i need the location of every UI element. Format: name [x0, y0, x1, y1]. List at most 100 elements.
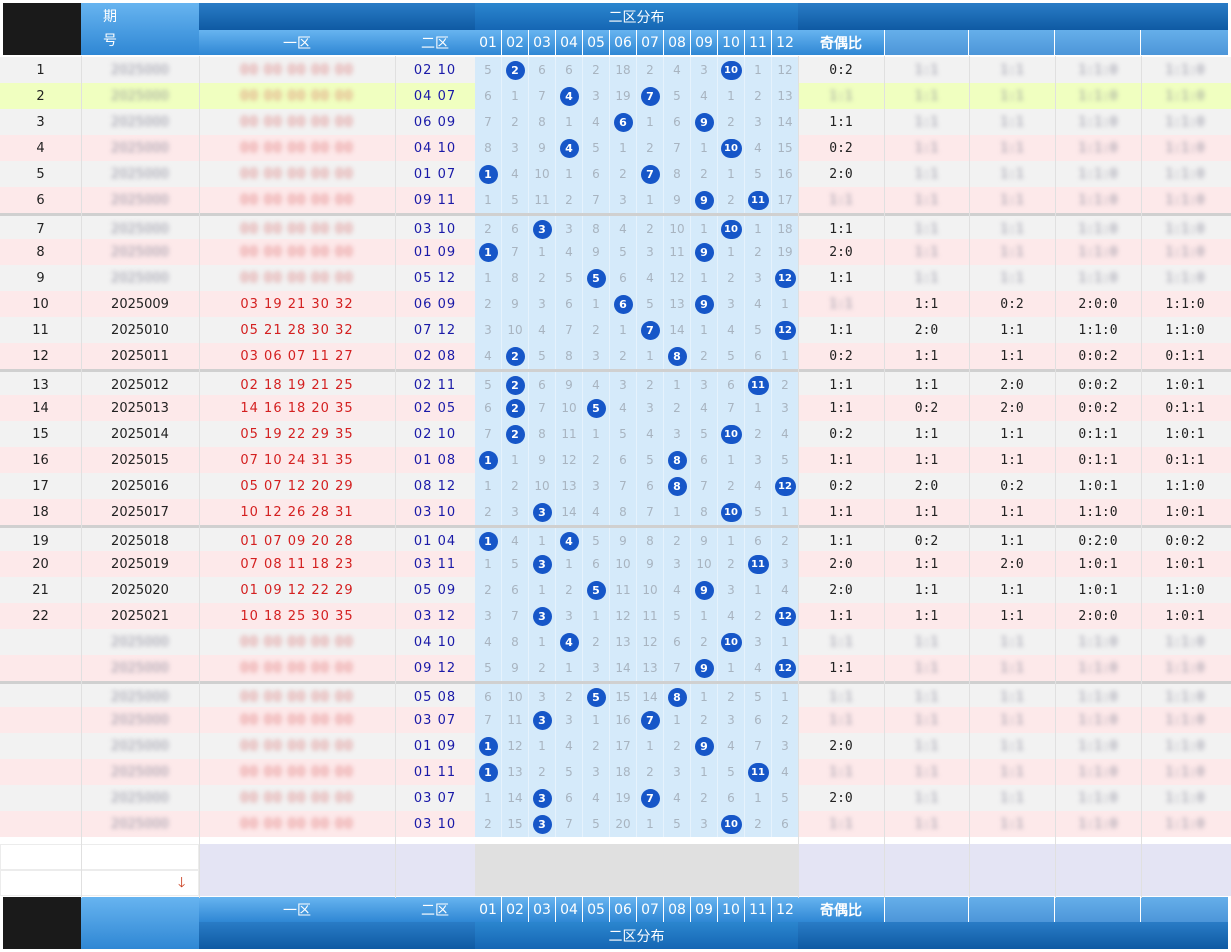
table-row[interactable]: 7 2025000 00 00 00 00 00 03 10 2 6 3 3 8 4 2 10 1 10 1… — [0, 213, 1231, 242]
table-row[interactable]: 6 2025000 00 00 00 00 00 09 11 1 5 11 2 7 3 1 9 9 2 11… — [0, 187, 1231, 213]
distribution-cell: 2 — [475, 577, 502, 603]
distribution-cell: 3 — [745, 629, 772, 655]
distribution-cell: 14 — [772, 109, 799, 135]
table-row[interactable]: 20 2025019 07 08 11 18 23 03 11 1 5 3 1 6 10 9 3 10 2… — [0, 551, 1231, 577]
table-row[interactable]: 2025000 00 00 00 00 00 03 07 1 14 3 6 4 19 7 4 2 6 1 5… — [0, 785, 1231, 811]
table-row[interactable]: 1 2025000 00 00 00 00 00 02 10 5 2 6 6 2 18 2 4 3 10 1… — [0, 57, 1231, 83]
table-row[interactable]: 2025000 00 00 00 00 00 04 10 4 8 1 4 2 13 12 6 2 10 3… — [0, 629, 1231, 655]
hit-ball: 2 — [505, 398, 525, 418]
blank-row-1[interactable] — [0, 844, 1231, 870]
distribution-cell: 3 — [583, 655, 610, 681]
distribution-cell: 13 — [664, 291, 691, 317]
table-row[interactable]: 17 2025016 05 07 12 20 29 08 12 1 2 10 13 3 7 6 8 7 2… — [0, 473, 1231, 499]
distribution-cell: 2 — [475, 499, 502, 525]
row-ratio-1: 1:1 — [914, 244, 939, 260]
row-index — [0, 707, 81, 733]
table-row[interactable]: 12 2025011 03 06 07 11 27 02 08 4 2 5 8 3 2 1 8 2 5 6 1… — [0, 343, 1231, 369]
hit-ball: 5 — [586, 687, 606, 707]
table-row[interactable]: 2025000 00 00 00 00 00 05 08 6 10 3 2 5 15 14 8 1 2 5… — [0, 681, 1231, 710]
row-ratio-2: 1:1 — [1000, 634, 1024, 650]
distribution-cell: 3 — [502, 135, 529, 161]
table-row[interactable]: 3 2025000 00 00 00 00 00 06 09 7 2 8 1 4 6 1 6 9 2 3 14… — [0, 109, 1231, 135]
footer-col-12: 12 — [772, 897, 798, 922]
table-row[interactable]: 11 2025010 05 21 28 30 32 07 12 3 10 4 7 2 1 7 14 1 4… — [0, 317, 1231, 343]
table-row[interactable]: 2 2025000 00 00 00 00 00 04 07 6 1 7 4 3 19 7 5 4 1 2 1… — [0, 83, 1231, 109]
table-row[interactable]: 4 2025000 00 00 00 00 00 04 10 8 3 9 4 5 1 2 7 1 10 4 1… — [0, 135, 1231, 161]
zone1-label: 一区 — [283, 35, 311, 52]
row-ratio-3: 1:1:0 — [1078, 689, 1118, 705]
distribution-cell: 8 — [664, 473, 691, 499]
table-row[interactable]: 2025000 00 00 00 00 00 01 11 1 13 2 5 3 18 2 3 1 5 11… — [0, 759, 1231, 785]
row-zone2-numbers: 05 09 — [413, 582, 457, 598]
distribution-cell: 9 — [529, 447, 556, 473]
row-ratio-4: 1:1:0 — [1165, 114, 1205, 130]
table-row[interactable]: 19 2025018 01 07 09 20 28 01 04 1 4 1 4 5 9 8 2 9 1 6 2… — [0, 525, 1231, 554]
distribution-cell: 2 — [637, 372, 664, 398]
distribution-cell: 5 — [664, 603, 691, 629]
table-row[interactable]: 10 2025009 03 19 21 30 32 06 09 2 9 3 6 1 6 5 13 9 3 4… — [0, 291, 1231, 317]
table-row[interactable]: 21 2025020 01 09 12 22 29 05 09 2 6 1 2 5 11 10 4 9 3… — [0, 577, 1231, 603]
table-row[interactable]: 16 2025015 07 10 24 31 35 01 08 1 1 9 12 2 6 5 8 6 1 3… — [0, 447, 1231, 473]
row-ratio-3: 1:1:0 — [1078, 322, 1118, 338]
header-col-12: 12 — [772, 30, 798, 55]
distribution-cell: 11 — [556, 421, 583, 447]
distribution-cell: 5 — [583, 684, 610, 710]
row-zone2-numbers: 01 07 — [413, 166, 457, 182]
table-row[interactable]: 22 2025021 10 18 25 30 35 03 12 3 7 3 3 1 12 11 5 1 4… — [0, 603, 1231, 629]
table-row[interactable]: 8 2025000 00 00 00 00 00 01 09 1 7 1 4 9 5 3 11 9 1 2 1… — [0, 239, 1231, 265]
row-distribution-grid: 1 2 10 13 3 7 6 8 7 2 4 12 — [475, 473, 799, 499]
row-ratio-0: 0:2 — [829, 62, 853, 78]
distribution-cell: 8 — [475, 135, 502, 161]
distribution-cell: 10 — [718, 499, 745, 525]
distribution-cell: 4 — [556, 239, 583, 265]
footer-zone1-bottom — [199, 922, 475, 949]
distribution-cell: 4 — [745, 655, 772, 681]
row-index: 9 — [36, 270, 45, 286]
table-row[interactable]: 14 2025013 14 16 18 20 35 02 05 6 2 7 10 5 4 3 2 4 7 1… — [0, 395, 1231, 421]
distribution-cell: 2 — [502, 395, 529, 421]
distribution-cell: 6 — [529, 372, 556, 398]
table-row[interactable]: 2025000 00 00 00 00 00 03 10 2 15 3 7 5 20 1 5 3 10 2… — [0, 811, 1231, 837]
distribution-cell: 3 — [664, 759, 691, 785]
table-row[interactable]: 2025000 00 00 00 00 00 03 07 7 11 3 3 1 16 7 1 2 3 6 2… — [0, 707, 1231, 733]
table-row[interactable]: 18 2025017 10 12 26 28 31 03 10 2 3 3 14 4 8 7 1 8 10… — [0, 499, 1231, 525]
table-row[interactable]: 2025000 00 00 00 00 00 09 12 5 9 2 1 3 14 13 7 9 1 4 1… — [0, 655, 1231, 681]
distribution-cell: 16 — [772, 161, 799, 187]
footer-corner — [3, 897, 81, 949]
row-ratio-3: 1:0:1 — [1078, 556, 1118, 572]
row-ratio-4: 1:1:0 — [1165, 270, 1205, 286]
distribution-cell: 5 — [556, 759, 583, 785]
row-ratio-2: 1:1 — [1000, 270, 1024, 286]
distribution-cell: 1 — [637, 811, 664, 837]
table-row[interactable]: 2025000 00 00 00 00 00 01 09 1 12 1 4 2 17 1 2 9 4 7 3… — [0, 733, 1231, 759]
distribution-cell: 5 — [475, 57, 502, 83]
footer-col-a — [885, 897, 968, 922]
row-zone1-numbers: 00 00 00 00 00 — [240, 166, 354, 182]
table-row[interactable]: 5 2025000 00 00 00 00 00 01 07 1 4 10 1 6 2 7 8 2 1 5 1… — [0, 161, 1231, 187]
row-period: 2025014 — [111, 426, 169, 442]
row-ratio-4: 1:1:0 — [1165, 764, 1205, 780]
footer-col-c — [1055, 897, 1140, 922]
distribution-cell: 8 — [664, 343, 691, 369]
row-ratio-3: 1:1:0 — [1078, 764, 1118, 780]
table-row[interactable]: 13 2025012 02 18 19 21 25 02 11 5 2 6 9 4 3 2 1 3 6 11… — [0, 369, 1231, 398]
distribution-cell: 2 — [502, 57, 529, 83]
row-distribution-grid: 7 2 8 11 1 5 4 3 5 10 2 4 — [475, 421, 799, 447]
table-row[interactable]: 9 2025000 00 00 00 00 00 05 12 1 8 2 5 5 6 4 12 1 2 3 1… — [0, 265, 1231, 291]
row-ratio-1: 1:1 — [914, 712, 939, 728]
distribution-cell: 5 — [745, 499, 772, 525]
blank-row-2[interactable]: 🡓 — [0, 870, 1231, 896]
distribution-cell: 8 — [664, 161, 691, 187]
arrow-down-icon[interactable]: 🡓 — [178, 875, 186, 891]
table-row[interactable]: 15 2025014 05 19 22 29 35 02 10 7 2 8 11 1 5 4 3 5 10… — [0, 421, 1231, 447]
distribution-cell: 2 — [475, 811, 502, 837]
row-index: 22 — [32, 608, 49, 624]
distribution-cell: 8 — [637, 528, 664, 554]
distribution-cell: 9 — [691, 733, 718, 759]
distribution-cell: 7 — [583, 187, 610, 213]
distribution-cell: 4 — [556, 135, 583, 161]
row-ratio-2: 1:1 — [1000, 608, 1024, 624]
distribution-cell: 2 — [772, 707, 799, 733]
row-zone1-numbers: 03 19 21 30 32 — [240, 296, 354, 312]
footer-col-01: 01 — [475, 897, 501, 922]
